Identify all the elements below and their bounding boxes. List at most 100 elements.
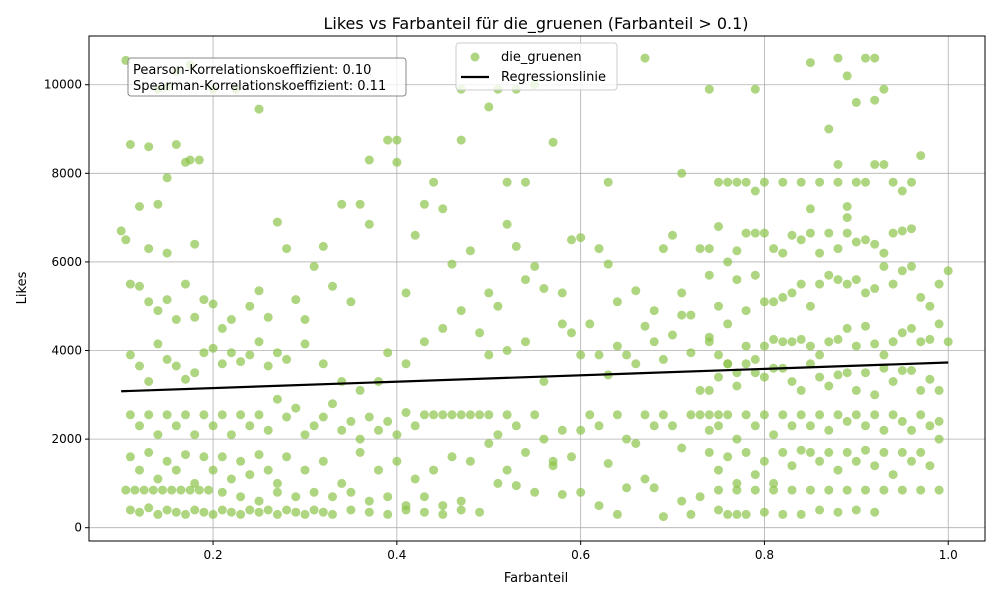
scatter-point [217,505,227,515]
scatter-point [272,509,282,519]
scatter-point [567,452,576,462]
scatter-point [521,447,530,457]
scatter-point [475,328,485,338]
scatter-point [649,337,659,347]
scatter-point [833,410,843,420]
scatter-point [576,487,586,497]
scatter-point [907,224,916,234]
scatter-point [254,410,264,420]
scatter-point [171,315,181,324]
scatter-point [631,286,641,296]
scatter-point [796,235,806,245]
scatter-point [769,244,779,254]
pearson-coefficient: Pearson-Korrelationskoeffizient: 0.10 [133,63,371,78]
scatter-point [668,421,677,431]
scatter-point [153,199,163,209]
scatter-point [916,385,926,395]
scatter-point [787,337,797,347]
scatter-point [833,53,843,63]
x-tick-label: 0.4 [387,548,406,562]
scatter-point [217,323,227,333]
scatter-point [934,319,944,329]
scatter-point [888,337,898,347]
scatter-point [135,507,144,517]
scatter-point [640,410,650,420]
scatter-point [272,217,282,227]
x-tick-label: 0.2 [204,548,223,562]
scatter-point [511,241,521,251]
scatter-point [916,151,926,161]
y-tick-label: 4000 [51,344,82,358]
scatter-point [194,155,204,165]
scatter-point [199,348,209,358]
scatter-point [328,281,337,291]
scatter-point [769,297,779,307]
scatter-point [714,301,723,311]
chart-title: Likes vs Farbanteil für die_gruenen (Far… [323,14,748,34]
scatter-point [833,465,843,475]
scatter-point [355,434,365,444]
scatter-point [750,186,760,196]
scatter-point [815,505,825,515]
scatter-point [897,447,907,457]
scatter-point [815,177,825,187]
scatter-point [162,354,172,364]
scatter-point [263,361,273,371]
scatter-point [741,447,751,457]
scatter-point [181,410,190,420]
scatter-point [805,228,815,238]
scatter-point [438,410,448,420]
scatter-point [714,465,723,475]
scatter-point [226,474,236,484]
scatter-point [217,359,227,369]
scatter-point [658,512,668,522]
scatter-point [805,447,815,457]
scatter-point [851,505,861,515]
scatter-point [392,157,402,167]
scatter-point [796,445,806,455]
scatter-point [778,177,788,187]
scatter-point [870,284,880,293]
scatter-point [502,346,512,355]
scatter-point [419,410,429,420]
scatter-point [465,246,475,256]
scatter-point [236,456,246,466]
scatter-point [732,485,742,495]
scatter-point [364,219,374,229]
scatter-point [759,341,769,351]
scatter-point [557,288,567,298]
scatter-point [925,421,935,431]
scatter-point [254,337,264,347]
scatter-point [521,337,530,347]
scatter-point [796,177,806,187]
scatter-point [475,410,485,420]
y-tick-label: 0 [74,521,82,535]
scatter-point [328,509,337,519]
scatter-point [456,135,466,145]
scatter-point [567,328,576,338]
scatter-point [861,235,870,245]
scatter-point [401,288,411,298]
scatter-point [934,416,944,426]
scatter-point [787,461,797,471]
scatter-point [723,509,733,519]
legend: die_gruenen Regressionslinie [455,42,618,91]
scatter-point [603,177,613,187]
scatter-point [897,186,907,196]
scatter-point [328,399,337,409]
scatter-point [438,323,448,333]
scatter-point [943,266,953,276]
scatter-point [309,487,319,497]
scatter-point [870,239,880,249]
scatter-point [502,410,512,420]
scatter-point [888,228,898,238]
scatter-point [870,390,880,400]
scatter-point [704,425,714,435]
scatter-point [769,485,779,495]
scatter-point [548,137,558,147]
scatter-point [925,374,935,384]
scatter-point [355,385,365,395]
scatter-point [121,235,131,245]
scatter-point [842,202,852,211]
scatter-point [144,244,154,254]
